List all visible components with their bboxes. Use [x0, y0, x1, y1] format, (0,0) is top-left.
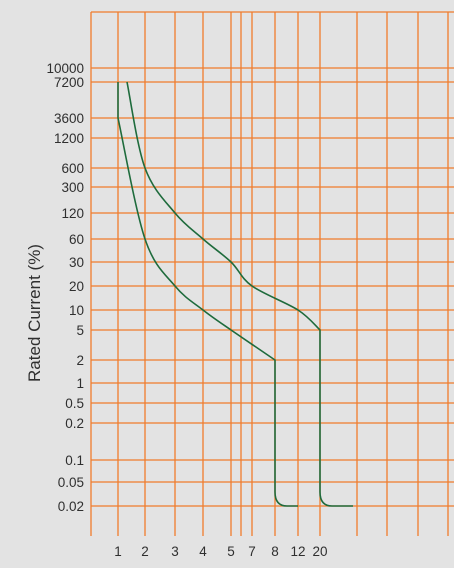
x-tick-label: 8: [271, 544, 279, 559]
x-tick-label: 3: [171, 544, 179, 559]
x-tick-label: 2: [141, 544, 149, 559]
curve-line: [126, 81, 353, 507]
curves: [117, 81, 353, 507]
y-tick-label: 30: [69, 255, 84, 270]
y-tick-label: 300: [61, 180, 84, 195]
y-tick-label: 10: [69, 303, 84, 318]
y-tick-label: 5: [76, 323, 84, 338]
curve-line: [117, 82, 298, 507]
x-tick-label: 12: [290, 544, 305, 559]
y-tick-label: 1: [76, 376, 84, 391]
x-tick-label: 20: [312, 544, 327, 559]
y-tick-label: 1200: [54, 131, 84, 146]
y-tick-label: 7200: [54, 75, 84, 90]
y-tick-label: 10000: [46, 61, 84, 76]
y-tick-label: 0.05: [58, 475, 84, 490]
y-tick-label: 2: [76, 353, 84, 368]
y-tick-label: 3600: [54, 111, 84, 126]
y-tick-label: 0.02: [58, 499, 84, 514]
y-axis-label: Rated Current (%): [25, 244, 44, 382]
x-tick-label: 5: [227, 544, 235, 559]
y-tick-label: 0.5: [65, 396, 84, 411]
x-tick-label: 1: [114, 544, 122, 559]
y-tick-label: 20: [69, 279, 84, 294]
y-tick-label: 60: [69, 232, 84, 247]
y-tick-label: 600: [61, 161, 84, 176]
x-tick-label: 7: [248, 544, 256, 559]
y-tick-label: 0.1: [65, 453, 84, 468]
grid: [90, 11, 454, 536]
x-tick-labels: 1 2 3 4 5 7 8 12 20: [114, 544, 327, 559]
y-tick-label: 0.2: [65, 416, 84, 431]
x-tick-label: 4: [199, 544, 207, 559]
y-tick-label: 120: [61, 206, 84, 221]
